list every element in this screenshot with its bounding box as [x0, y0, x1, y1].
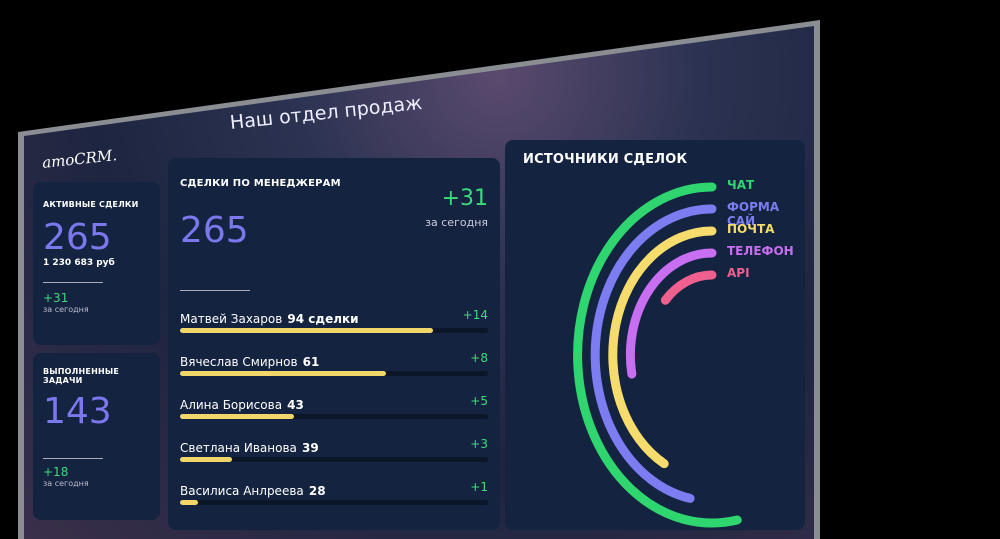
card-label: ВЫПОЛНЕННЫЕ ЗАДАЧИ [43, 367, 120, 385]
legend-item: ПОЧТА [727, 222, 775, 236]
source-arc [590, 204, 717, 503]
delta-label: за сегодня [43, 479, 89, 488]
progress-track [180, 457, 488, 462]
active-deals-amount: 1 230 683 руб [43, 258, 115, 268]
manager-count: 28 [308, 484, 326, 498]
delta-label: за сегодня [425, 216, 488, 229]
source-arc [608, 226, 717, 469]
active-deals-value: 265 [43, 217, 112, 258]
progress-bar [180, 457, 233, 462]
manager-delta: +1 [470, 480, 488, 494]
progress-bar [180, 414, 294, 419]
manager-delta: +3 [470, 437, 488, 451]
manager-name: Светлана Иванова [180, 441, 297, 455]
manager-delta: +8 [470, 351, 488, 365]
card-label: АКТИВНЫЕ СДЕЛКИ [43, 200, 139, 209]
progress-track [180, 328, 488, 333]
manager-delta: +14 [462, 308, 488, 322]
manager-row: Светлана Иванова 39 +3 [180, 437, 488, 462]
tasks-delta: +18 [43, 465, 69, 479]
manager-name: Матвей Захаров [180, 312, 283, 326]
manager-row: Матвей Захаров 94 сделки +14 [180, 308, 488, 333]
source-arc [573, 182, 742, 528]
legend-item: API [727, 266, 750, 280]
manager-count: 39 [301, 441, 319, 455]
managers-card: СДЕЛКИ ПО МЕНЕДЖЕРАМ 265 +31 за сегодня … [168, 158, 500, 530]
legend-item: ТЕЛЕФОН [727, 244, 794, 258]
active-deals-card: АКТИВНЫЕ СДЕЛКИ 265 1 230 683 руб +31 за… [33, 182, 160, 345]
card-label: ИСТОЧНИКИ СДЕЛОК [523, 152, 688, 167]
manager-count: 61 [302, 355, 320, 369]
card-label: СДЕЛКИ ПО МЕНЕДЖЕРАМ [180, 178, 341, 189]
managers-value: 265 [180, 210, 249, 251]
sources-card: ИСТОЧНИКИ СДЕЛОК ЧАТ ФОРМА САЙ ПОЧТА ТЕЛЕФО… [505, 140, 805, 530]
managers-delta: +31 [441, 186, 488, 211]
manager-row: Василиса Анлреева 28 +1 [180, 480, 488, 505]
tasks-value: 143 [43, 391, 112, 432]
manager-count: 43 [287, 398, 304, 412]
divider [43, 458, 103, 459]
progress-track [180, 500, 488, 505]
manager-row: Вячеслав Смирнов 61 +8 [180, 351, 488, 376]
manager-name: Вячеслав Смирнов [180, 355, 298, 369]
source-arc [625, 248, 717, 379]
legend-item: ЧАТ [727, 178, 755, 192]
source-arc [660, 270, 717, 305]
delta-label: за сегодня [43, 305, 89, 314]
manager-row: Алина Борисова 43 +5 [180, 394, 488, 419]
progress-track [180, 414, 488, 419]
manager-delta: +5 [470, 394, 488, 408]
progress-bar [180, 328, 433, 333]
manager-name: Алина Борисова [180, 398, 283, 412]
divider [43, 282, 103, 283]
progress-track [180, 371, 488, 376]
sources-arc-chart [573, 182, 742, 528]
completed-tasks-card: ВЫПОЛНЕННЫЕ ЗАДАЧИ 143 +18 за сегодня [33, 353, 160, 520]
legend-item: ФОРМА САЙ [727, 200, 780, 228]
manager-count: 94 сделки [287, 312, 359, 326]
active-deals-delta: +31 [43, 291, 69, 305]
progress-bar [180, 500, 199, 505]
progress-bar [180, 371, 387, 376]
manager-name: Василиса Анлреева [180, 484, 304, 498]
divider [180, 290, 250, 291]
